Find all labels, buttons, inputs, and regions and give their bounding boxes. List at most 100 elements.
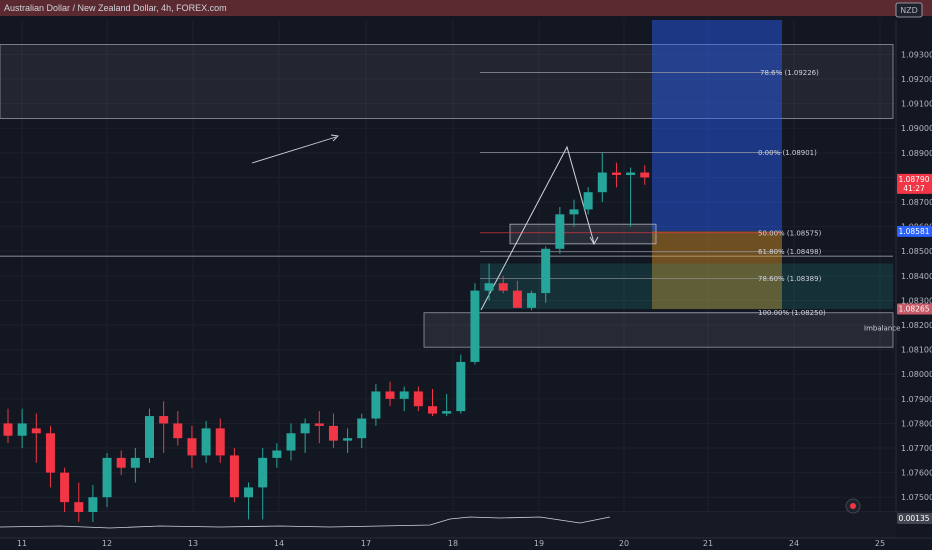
x-tick-label: 20: [619, 539, 629, 548]
candle-body: [272, 450, 282, 458]
candle-body: [159, 416, 169, 424]
currency-label: NZD: [900, 6, 918, 15]
stop-price-tag-bg: [897, 303, 932, 315]
candle-body: [286, 433, 296, 451]
y-tick-label: 1.08300: [901, 296, 932, 305]
oscillator-value: 0.00135: [898, 514, 929, 523]
fib-label: 100.00% (1.08250): [758, 309, 826, 317]
candle-body: [130, 457, 140, 468]
y-tick-label: 1.09200: [901, 75, 932, 84]
candle-body: [88, 497, 98, 512]
y-tick-label: 1.08500: [901, 247, 932, 256]
candle-body: [512, 290, 522, 308]
y-tick-label: 1.08100: [901, 346, 932, 355]
y-tick-label: 1.09300: [901, 50, 932, 59]
x-tick-label: 24: [789, 539, 799, 548]
y-tick-label: 1.07700: [901, 444, 932, 453]
oscillator-line: [0, 516, 611, 529]
candle-body: [442, 411, 452, 414]
candle-body: [413, 391, 423, 407]
candle-body: [3, 423, 13, 436]
candles-layer: [3, 152, 650, 522]
entry-price-tag-bg: [897, 225, 932, 237]
candle-body: [45, 433, 55, 473]
fib-label: 0.00% (1.08901): [758, 149, 817, 157]
candle-body: [215, 428, 225, 456]
x-tick-label: 17: [361, 539, 371, 548]
y-tick-label: 1.08400: [901, 272, 932, 281]
trend-arrow-head: [330, 134, 339, 142]
candle-body: [555, 214, 565, 249]
fib-label: 78.60% (1.08389): [758, 275, 822, 283]
candle-body: [328, 425, 338, 441]
grid-layer: [0, 20, 896, 512]
candle-body: [456, 361, 466, 412]
oscillator-value-tag: [897, 513, 932, 524]
projection-arrow-head: [589, 236, 599, 246]
stop-price-tag: 1.08265: [898, 305, 929, 314]
candle-body: [583, 192, 593, 210]
candle-body: [31, 428, 41, 434]
candle-body: [385, 391, 395, 399]
candle-body: [60, 472, 70, 503]
y-tick-label: 1.07900: [901, 395, 932, 404]
indicator-icon[interactable]: [845, 498, 861, 514]
target-zone: [652, 20, 782, 232]
fib-labels-layer: 78.6% (1.09226) 0.00% (1.08901) 50.00% (1.…: [758, 69, 826, 317]
projection-path: [480, 145, 595, 311]
candle-body: [484, 283, 494, 291]
candle-body: [640, 172, 650, 178]
candle-body: [399, 391, 409, 399]
y-tick-label: 1.08700: [901, 198, 932, 207]
fib-label: 78.6% (1.09226): [760, 69, 819, 77]
candle-body: [357, 418, 367, 439]
x-tick-label: 11: [17, 539, 27, 548]
y-tick-label: 1.08200: [901, 321, 932, 330]
candle-body: [187, 438, 197, 456]
candle-body: [597, 172, 607, 193]
candle-body: [244, 487, 254, 498]
candle-body: [145, 416, 154, 458]
x-tick-label: 12: [102, 539, 112, 548]
candle-body: [470, 290, 480, 362]
stop-zone: [652, 231, 782, 310]
imbalance-label: Imbalance: [864, 325, 900, 333]
currency-badge[interactable]: [895, 2, 923, 18]
candle-body: [116, 457, 126, 468]
x-tick-label: 18: [448, 539, 458, 548]
y-tick-label: 1.07500: [901, 493, 932, 502]
candle-body: [343, 438, 353, 441]
x-tick-label: 21: [703, 539, 713, 548]
drawings-layer: Imbalance: [0, 20, 900, 348]
candle-body: [371, 391, 381, 419]
trend-arrow: [251, 136, 337, 164]
x-tick-label: 19: [534, 539, 544, 548]
candle-body: [428, 406, 437, 414]
candle-body: [314, 423, 324, 426]
last-price-countdown: 41:27: [903, 184, 925, 193]
candle-body: [258, 457, 268, 488]
y-tick-label: 1.08900: [901, 149, 932, 158]
fib-label: 50.00% (1.08575): [758, 229, 822, 237]
resistance-zone: [0, 44, 894, 119]
x-tick-label: 14: [274, 539, 284, 548]
last-price-tag-bg: [897, 173, 932, 194]
candle-body: [173, 423, 183, 439]
chart-title: Australian Dollar / New Zealand Dollar, …: [4, 3, 227, 13]
candle-body: [229, 455, 239, 498]
y-tick-label: 1.09100: [901, 100, 932, 109]
candle-body: [498, 283, 508, 291]
candle-body: [527, 293, 537, 308]
candle-body: [102, 457, 112, 498]
candle-body: [541, 248, 551, 294]
candle-body: [201, 428, 211, 456]
entry-price-tag: 1.08581: [898, 227, 929, 236]
candle-body: [17, 423, 27, 436]
y-tick-label: 1.07800: [901, 419, 932, 428]
y-tick-label: 1.07600: [901, 469, 932, 478]
candle-body: [626, 172, 636, 175]
candle-body: [569, 209, 579, 215]
